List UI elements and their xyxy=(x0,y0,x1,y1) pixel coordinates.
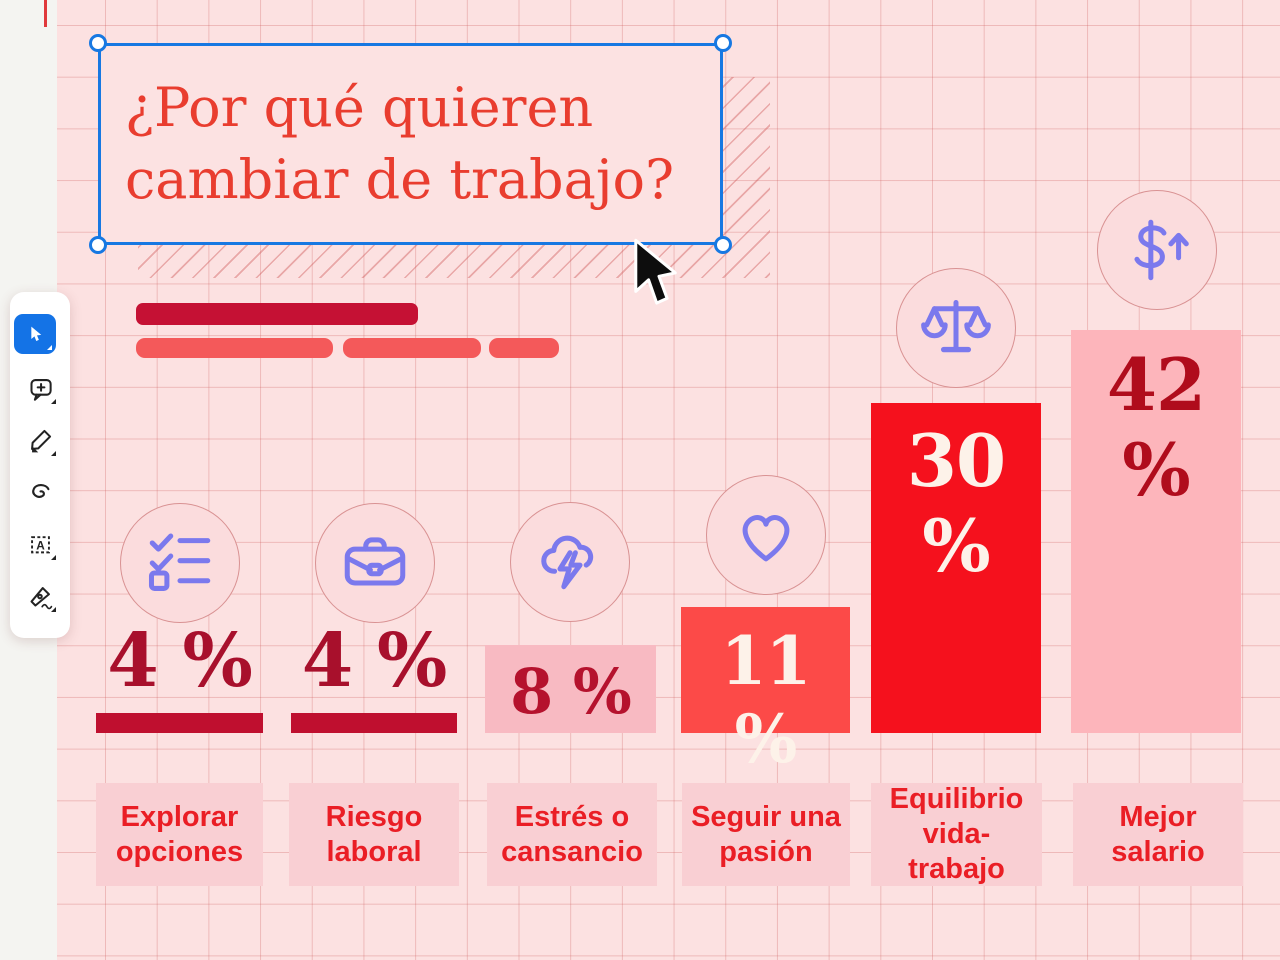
category-label-salario[interactable]: Mejor salario xyxy=(1073,783,1243,886)
bar-riesgo-laboral[interactable] xyxy=(291,713,457,733)
tool-flyout-indicator xyxy=(47,345,52,350)
title-line-1: ¿Por qué quieren xyxy=(125,76,594,139)
category-label-riesgo[interactable]: Riesgo laboral xyxy=(289,783,459,886)
value-label-1: 4 % xyxy=(107,618,253,704)
tool-comment[interactable] xyxy=(22,370,58,406)
tool-draw[interactable] xyxy=(22,422,58,458)
icon-circle-dollar[interactable] xyxy=(1097,190,1217,310)
decor-bar-light-2[interactable] xyxy=(343,338,481,358)
dollar-up-icon xyxy=(1134,219,1189,281)
category-label-explorar[interactable]: Explorar opciones xyxy=(96,783,263,886)
checklist-icon xyxy=(148,533,211,591)
icon-circle-heart[interactable] xyxy=(706,475,826,595)
lasso-icon xyxy=(31,483,49,498)
tool-select[interactable] xyxy=(14,314,56,354)
select-cursor-icon xyxy=(31,326,42,341)
decor-bar-light-1[interactable] xyxy=(136,338,333,358)
marker-pen-icon xyxy=(30,429,51,452)
title-text-box[interactable]: ¿Por qué quieren cambiar de trabajo? xyxy=(98,43,723,245)
decor-bar-dark[interactable] xyxy=(136,303,418,325)
selection-handle-bottom-left[interactable] xyxy=(89,236,107,254)
mouse-cursor xyxy=(634,238,677,305)
icon-circle-scale[interactable] xyxy=(896,268,1016,388)
tool-text-select[interactable]: A xyxy=(22,526,58,562)
tool-lasso[interactable] xyxy=(22,474,58,510)
icon-circle-storm[interactable] xyxy=(510,502,630,622)
svg-text:A: A xyxy=(36,538,45,552)
decor-bar-light-3[interactable] xyxy=(489,338,559,358)
heart-icon xyxy=(742,515,790,562)
balance-scale-icon xyxy=(921,300,991,353)
icon-circle-briefcase[interactable] xyxy=(315,503,435,623)
selection-handle-top-left[interactable] xyxy=(89,34,107,52)
icon-circle-checklist[interactable] xyxy=(120,503,240,623)
category-label-estres[interactable]: Estrés o cansancio xyxy=(487,783,657,886)
bar-mejor-salario[interactable] xyxy=(1071,330,1241,733)
selection-handle-top-right[interactable] xyxy=(714,34,732,52)
value-label-2: 4 % xyxy=(301,618,448,704)
category-label-pasion[interactable]: Seguir una pasión xyxy=(682,783,850,886)
selection-handle-bottom-right[interactable] xyxy=(714,236,732,254)
comment-add-icon xyxy=(29,378,52,401)
tool-flyout-indicator xyxy=(51,399,56,404)
briefcase-icon xyxy=(344,537,406,586)
value-label-4: 11 % xyxy=(720,622,812,778)
value-label-6: 42 % xyxy=(1106,342,1206,512)
text-select-icon: A xyxy=(30,535,50,553)
bar-pasion[interactable] xyxy=(681,607,850,733)
storm-cloud-icon xyxy=(541,535,594,590)
sign-pen-icon xyxy=(29,586,52,609)
tool-sign[interactable] xyxy=(22,578,58,614)
tool-flyout-indicator xyxy=(51,607,56,612)
value-label-3: 8 % xyxy=(510,655,632,728)
category-label-equilibrio[interactable]: Equilibrio vida-trabajo xyxy=(871,783,1042,886)
bar-equilibrio[interactable] xyxy=(871,403,1041,733)
bar-estres[interactable] xyxy=(485,645,656,733)
title-line-2: cambiar de trabajo? xyxy=(125,148,675,211)
artboard-edge-mark xyxy=(44,0,47,27)
tool-flyout-indicator xyxy=(51,555,56,560)
tool-flyout-indicator xyxy=(51,451,56,456)
bar-explorar-opciones[interactable] xyxy=(96,713,263,733)
value-label-5: 30 % xyxy=(906,418,1006,588)
